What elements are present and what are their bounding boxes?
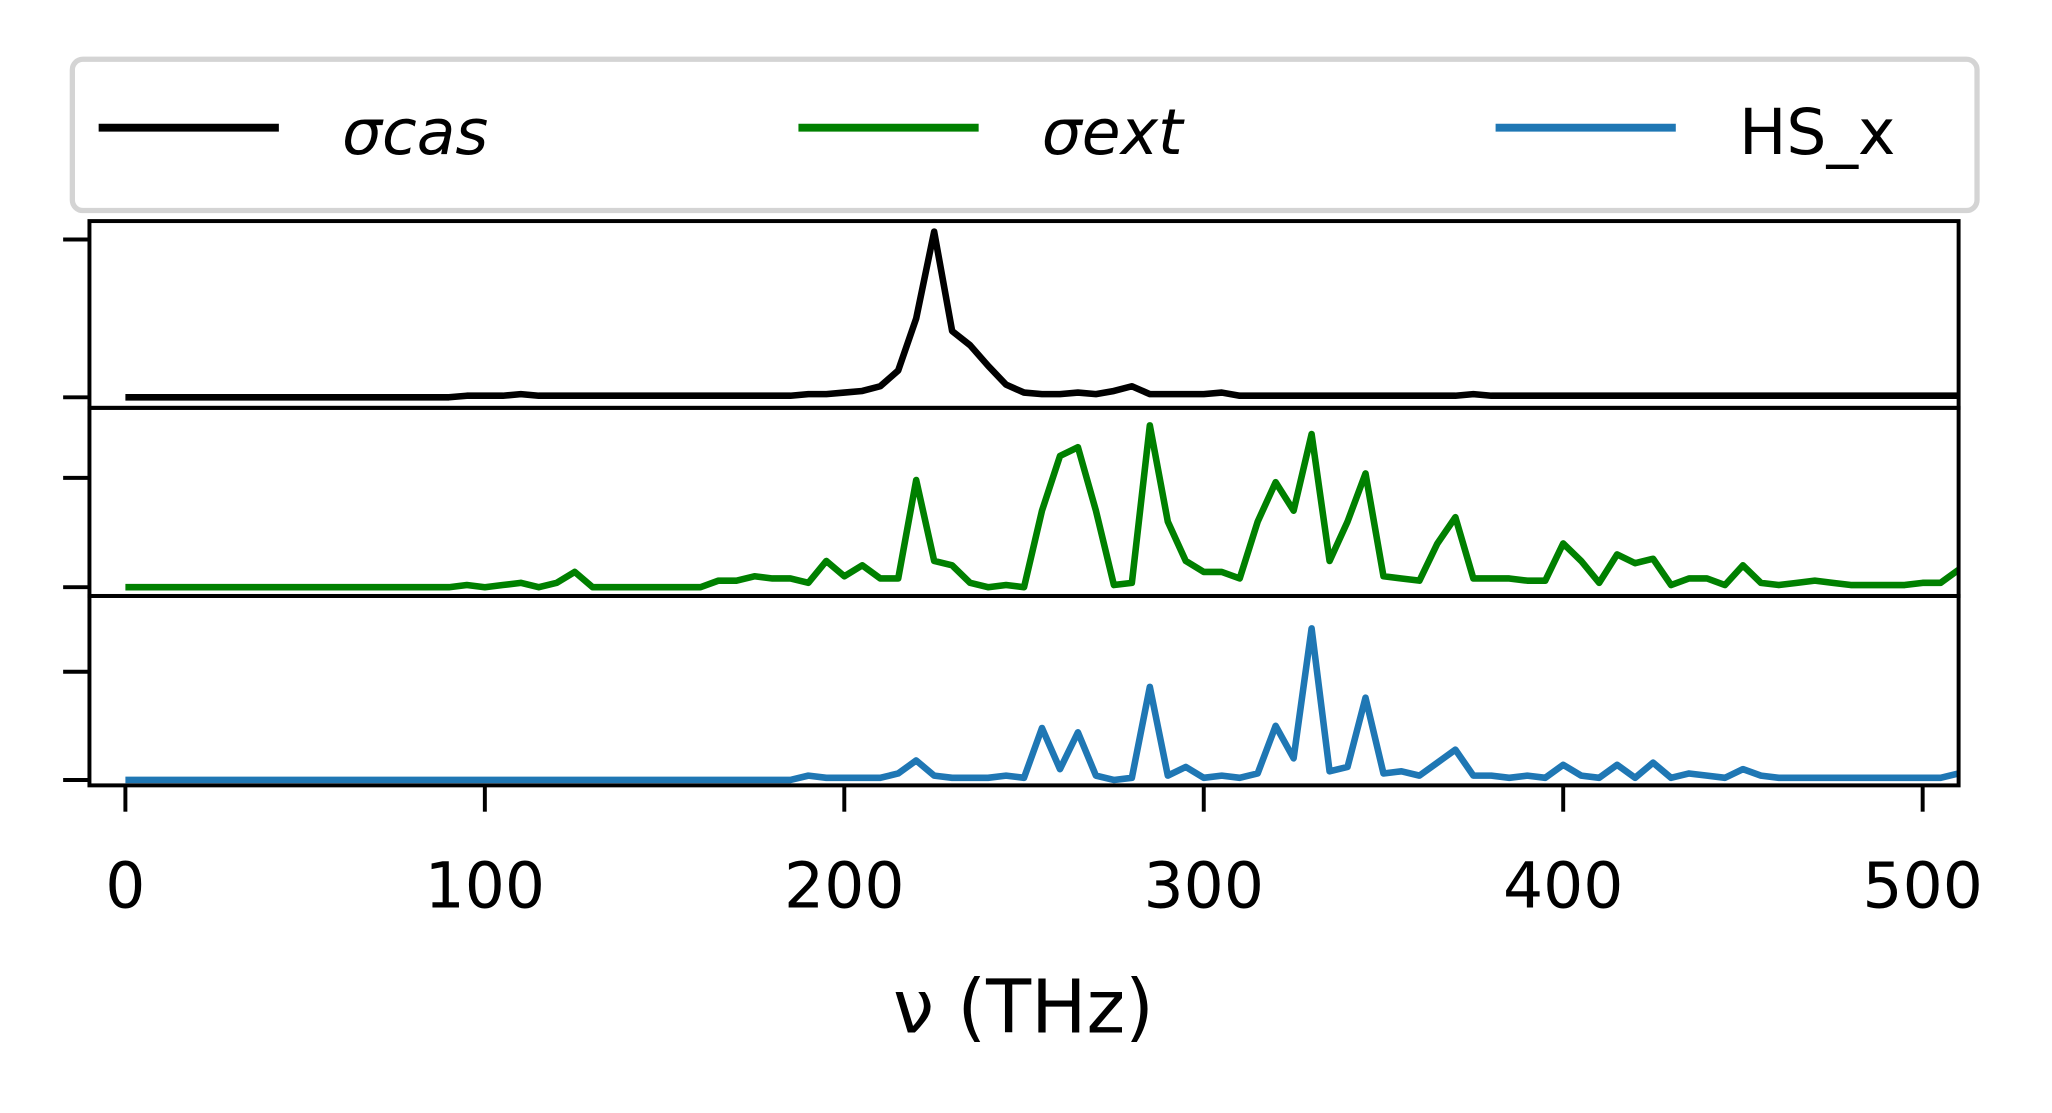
panel-frame (87, 405, 1961, 598)
legend-box (69, 56, 1980, 214)
legend-label: σext (1042, 95, 1185, 169)
legend-label: HS_x (1739, 95, 1895, 169)
series-line (125, 228, 1959, 401)
x-tick-label: 200 (784, 849, 905, 923)
x-tick-label: 300 (1144, 849, 1265, 923)
x-tick-label: 0 (105, 849, 145, 923)
x-axis-label: ν (THz) (893, 966, 1154, 1051)
x-tick-label: 400 (1503, 849, 1623, 923)
panel-frame (87, 593, 1961, 788)
series-line (125, 625, 1959, 784)
series-line (125, 422, 1959, 591)
panel-frame (87, 219, 1961, 410)
legend-label: σcas (342, 95, 488, 169)
x-tick-label: 100 (425, 849, 545, 923)
x-tick-label: 500 (1862, 849, 1982, 923)
